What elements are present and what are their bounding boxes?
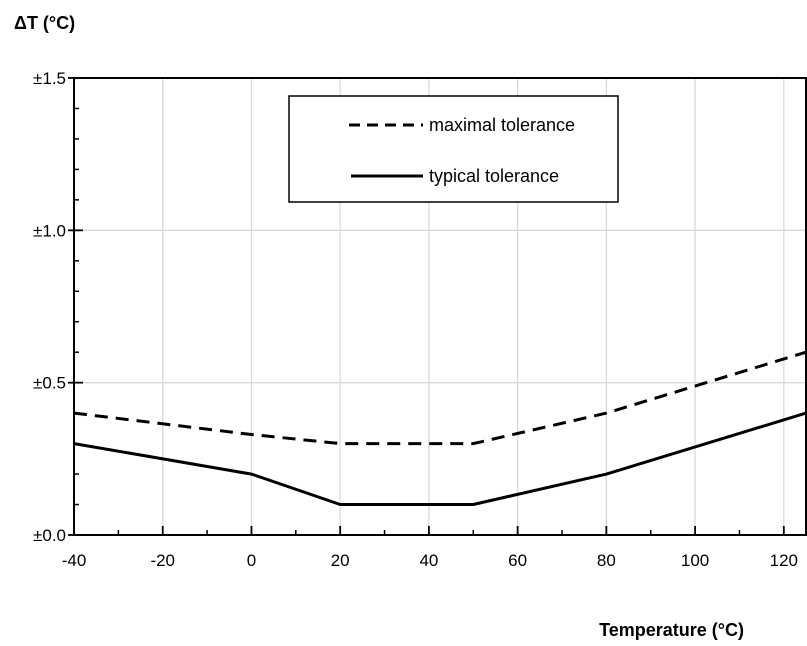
- y-tick-label-1: ±0.5: [33, 374, 66, 393]
- x-tick-label-8: 120: [770, 551, 798, 570]
- legend-label-typical-tolerance: typical tolerance: [429, 166, 559, 186]
- y-tick-label-3: ±1.5: [33, 69, 66, 88]
- legend: maximal tolerance typical tolerance: [288, 95, 619, 203]
- x-tick-label-7: 100: [681, 551, 709, 570]
- series-line-maximal-tolerance: [73, 350, 807, 446]
- x-axis-title: Temperature (°C): [599, 620, 744, 640]
- y-tick-label-2: ±1.0: [33, 221, 66, 240]
- plot-frame: [73, 77, 807, 536]
- x-tick-label-5: 60: [508, 551, 527, 570]
- x-tick-label-6: 80: [597, 551, 616, 570]
- legend-label-maximal-tolerance: maximal tolerance: [429, 115, 575, 135]
- series-layer: [73, 350, 807, 506]
- y-tick-labels: ±0.0 ±0.5 ±1.0 ±1.5: [33, 69, 66, 545]
- x-tick-label-0: -40: [62, 551, 87, 570]
- x-tick-label-1: -20: [150, 551, 175, 570]
- x-tick-label-2: 0: [247, 551, 256, 570]
- x-tick-labels: -40 -20 0 20 40 60 80 100 120: [62, 551, 798, 570]
- legend-box: [288, 95, 619, 203]
- series-line-typical-tolerance: [73, 411, 807, 506]
- x-tick-label-4: 40: [419, 551, 438, 570]
- y-tick-label-0: ±0.0: [33, 526, 66, 545]
- x-tick-label-3: 20: [331, 551, 350, 570]
- y-axis-title: ΔT (°C): [14, 13, 75, 33]
